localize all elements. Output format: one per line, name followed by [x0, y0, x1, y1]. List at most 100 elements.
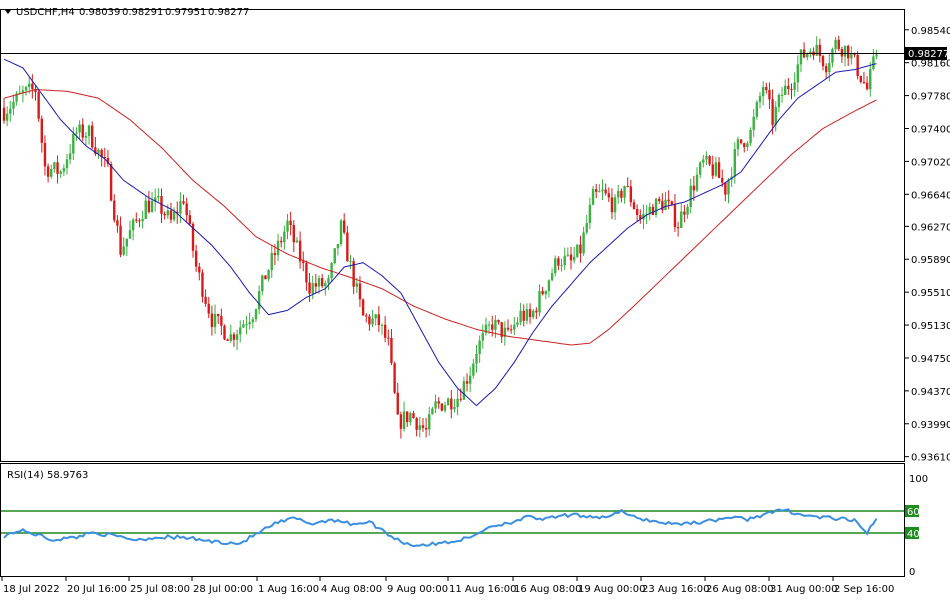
candle-body — [194, 250, 198, 267]
candle-body — [544, 290, 547, 295]
candle-body — [371, 318, 374, 325]
candle-body — [847, 45, 850, 59]
candle-body — [563, 255, 566, 266]
candle-body — [154, 197, 157, 202]
time-tick-label: 11 Aug 16:00 — [449, 584, 516, 595]
rsi-level-60-label: 60 — [907, 507, 920, 518]
candle-body — [840, 49, 844, 57]
candle-body — [484, 324, 488, 333]
candle-body — [837, 39, 840, 50]
candle-body — [235, 334, 239, 340]
candle-body — [777, 95, 781, 108]
candle-body — [673, 204, 677, 228]
dropdown-triangle-icon[interactable] — [5, 10, 11, 14]
candle-body — [261, 275, 264, 292]
candle-body — [242, 324, 245, 328]
price-tick-label: 0.93990 — [911, 420, 950, 431]
candle-body — [664, 199, 667, 211]
candle-body — [188, 215, 192, 224]
candle-body — [333, 248, 336, 264]
candle-body — [695, 174, 699, 191]
candle-body — [402, 411, 406, 429]
candle-body — [472, 363, 475, 376]
candle-body — [40, 118, 43, 143]
price-tick-label: 0.96640 — [911, 190, 950, 201]
price-tick-label: 0.96270 — [911, 222, 950, 233]
candle-body — [43, 142, 47, 167]
candle-body — [163, 213, 166, 216]
candle-body — [128, 230, 132, 239]
candle-body — [784, 85, 787, 95]
low-value: 0.97951 — [165, 7, 206, 18]
candle-body — [736, 139, 740, 150]
candle-body — [623, 186, 626, 198]
candle-body — [572, 256, 576, 261]
candle-body — [239, 327, 242, 335]
candle-body — [626, 186, 629, 188]
candle-body — [683, 211, 686, 215]
candle-body — [201, 272, 204, 297]
candle-body — [632, 202, 636, 210]
price-tick-label: 0.95890 — [911, 255, 950, 266]
candle-body — [516, 322, 519, 325]
candle-body — [125, 238, 129, 247]
candle-body — [787, 85, 790, 90]
candle-body — [494, 319, 497, 330]
candle-body — [377, 314, 381, 326]
candle-body — [821, 55, 825, 67]
candle-body — [65, 159, 69, 169]
candle-body — [24, 86, 28, 91]
candle-body — [582, 232, 585, 254]
candle-body — [771, 99, 774, 125]
candle-body — [733, 149, 736, 177]
rsi-level-40-label: 40 — [907, 529, 920, 540]
candle-body — [790, 89, 793, 91]
candle-body — [761, 86, 765, 97]
open-value: 0.98039 — [79, 7, 120, 18]
candle-body — [317, 278, 321, 287]
candle-body — [147, 200, 151, 213]
price-panel[interactable] — [0, 9, 905, 462]
candle-body — [37, 91, 40, 119]
candle-body — [746, 143, 749, 148]
candle-body — [843, 45, 847, 57]
rsi-panel[interactable] — [0, 463, 905, 577]
candle-body — [481, 332, 484, 341]
candle-body — [424, 427, 428, 430]
candle-body — [497, 319, 500, 323]
candle-body — [166, 210, 169, 216]
candle-body — [314, 283, 318, 287]
candle-body — [31, 83, 34, 90]
candle-body — [330, 263, 333, 279]
candle-body — [415, 418, 418, 430]
rsi-level-40-badge — [905, 527, 919, 539]
candle-body — [661, 201, 664, 211]
candle-body — [828, 62, 831, 73]
candle-body — [53, 162, 56, 170]
candle-body — [475, 353, 478, 364]
candle-body — [131, 219, 135, 231]
candle-body — [519, 310, 522, 323]
candle-body — [368, 316, 371, 325]
candle-body — [298, 240, 302, 262]
candle-body — [862, 81, 866, 83]
candle-body — [437, 401, 440, 404]
candle-body — [72, 133, 75, 154]
candle-body — [443, 405, 447, 411]
candle-body — [292, 225, 295, 243]
candle-body — [305, 263, 308, 283]
candle-body — [431, 408, 434, 415]
candle-body — [393, 363, 396, 393]
candle-body — [528, 309, 532, 318]
candle-body — [506, 327, 510, 330]
candle-body — [856, 54, 859, 76]
close-value: 0.98277 — [208, 7, 249, 18]
candle-body — [456, 398, 459, 408]
candle-body — [670, 201, 673, 205]
candle-body — [793, 82, 796, 90]
candle-body — [113, 200, 116, 221]
candle-body — [264, 275, 267, 280]
candle-body — [824, 66, 828, 73]
candle-body — [743, 143, 746, 148]
